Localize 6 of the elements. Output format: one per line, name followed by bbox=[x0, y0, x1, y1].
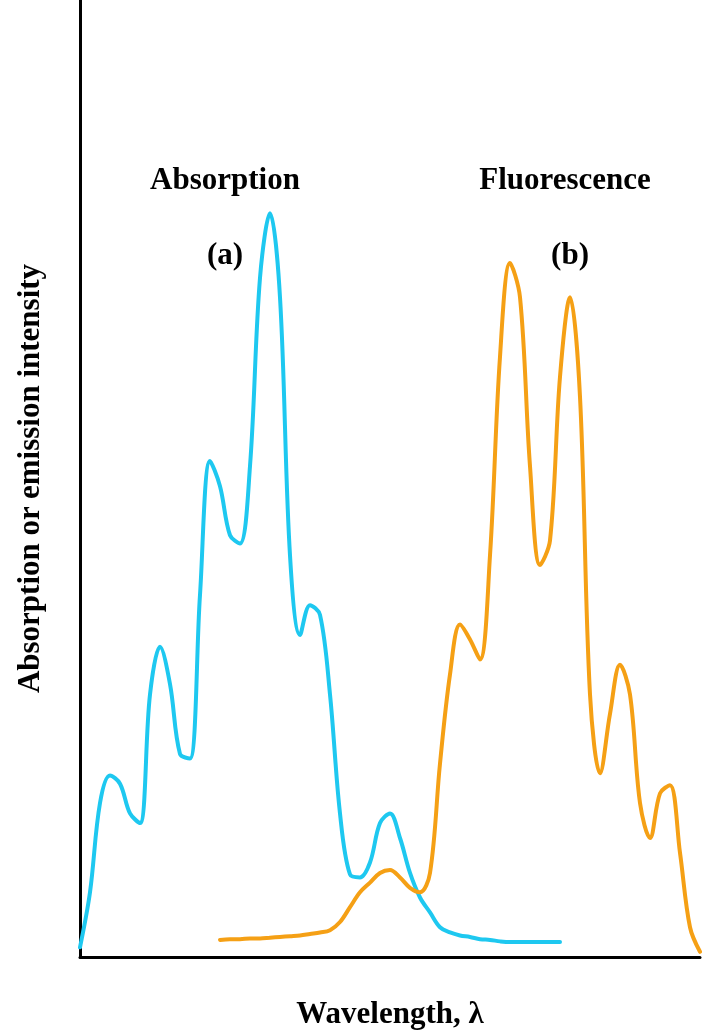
y-axis-title: Absorption or emission intensity bbox=[11, 263, 46, 694]
annotation: (b) bbox=[551, 235, 589, 271]
text: Fluorescence bbox=[479, 160, 651, 196]
series-label: Absorption bbox=[150, 160, 300, 196]
annotation: (a) bbox=[206, 235, 244, 271]
x-axis-title: Wavelength, λ bbox=[296, 995, 485, 1030]
